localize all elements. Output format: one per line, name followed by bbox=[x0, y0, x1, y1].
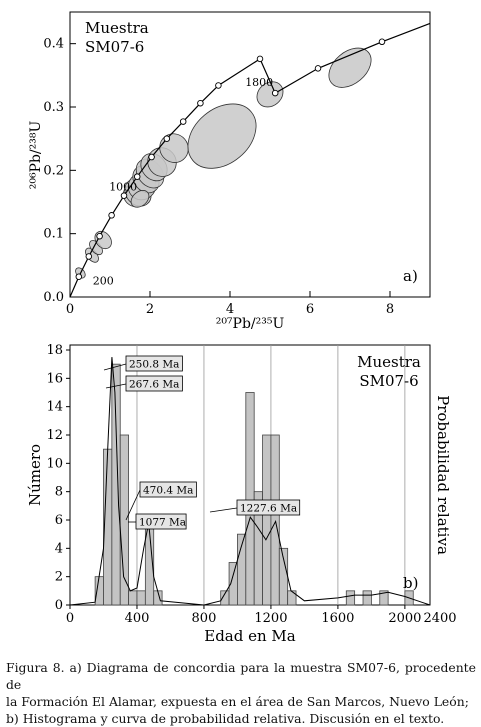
y-tick-label-b: 0 bbox=[55, 598, 63, 613]
y-tick-label-b: 12 bbox=[46, 428, 63, 443]
probability-curve bbox=[69, 357, 431, 606]
y-tick-label-b: 16 bbox=[46, 371, 63, 386]
peak-label-box bbox=[125, 355, 183, 372]
histogram-bar bbox=[362, 590, 372, 606]
y-tick-label-b: 14 bbox=[46, 400, 63, 415]
peak-pointer bbox=[103, 363, 127, 371]
caption-line-3: b) Histograma y curva de probabilidad re… bbox=[6, 711, 445, 726]
concordia-curve bbox=[69, 22, 431, 298]
histogram-bar bbox=[128, 590, 138, 606]
concordia-plot-frame bbox=[69, 11, 431, 298]
y-axis-label-a: ²⁰⁶Pb/²³⁸U bbox=[28, 121, 44, 190]
peak-pointer bbox=[209, 507, 238, 513]
concordia-age-marker bbox=[96, 232, 103, 240]
concordia-diagram: 0 2 4 6 8 0.0 0.1 0.2 0.3 0.4 200 1000 1800 Muestra… bbox=[28, 11, 431, 332]
histogram-bar bbox=[136, 590, 146, 606]
x-tick-label-b: 800 bbox=[192, 611, 217, 626]
histogram-bar bbox=[245, 392, 255, 606]
y-tick-label-b: 6 bbox=[55, 513, 63, 528]
x-axis-label-b: Edad en Ma bbox=[204, 627, 296, 645]
x-tick-label-a: 4 bbox=[226, 302, 234, 317]
x-tick-label-b: 2000 bbox=[388, 611, 421, 626]
concordia-age-marker bbox=[378, 38, 386, 46]
x-axis-label-a: ²⁰⁷Pb/²³⁵U bbox=[216, 316, 285, 332]
histogram-bar bbox=[270, 434, 280, 606]
y2-axis-label-b: Probabilidad relativa bbox=[434, 395, 452, 555]
histogram-bar bbox=[287, 590, 297, 606]
peak-label: 470.4 Ma bbox=[143, 485, 193, 497]
error-ellipse bbox=[256, 81, 284, 108]
panel-label-b: b) bbox=[403, 574, 418, 592]
concordia-age-label: 1000 bbox=[109, 181, 137, 194]
y-tick-label-a: 0.4 bbox=[43, 37, 64, 52]
sample-label-a-line1: Muestra bbox=[85, 19, 149, 37]
concordia-age-marker bbox=[85, 253, 93, 260]
x-tick-label-a: 8 bbox=[386, 302, 394, 317]
concordia-age-marker bbox=[133, 173, 141, 180]
peak-label: 267.6 Ma bbox=[129, 379, 179, 391]
peak-label: 250.8 Ma bbox=[129, 359, 179, 371]
peak-pointer bbox=[105, 383, 127, 389]
peak-label-box bbox=[139, 481, 197, 498]
histogram-bar bbox=[262, 434, 272, 606]
concordia-age-marker bbox=[75, 273, 83, 280]
y-tick-label-a: 0.2 bbox=[43, 163, 64, 178]
y-axis-label-b: Número bbox=[26, 444, 44, 506]
y-tick-label-b: 8 bbox=[55, 485, 63, 500]
histogram-bar bbox=[111, 363, 121, 606]
error-ellipse bbox=[187, 103, 257, 169]
peak-label-box bbox=[236, 499, 301, 516]
sample-label-a-line2: SM07-6 bbox=[85, 38, 144, 56]
histogram-bar bbox=[379, 590, 389, 606]
concordia-age-marker bbox=[108, 212, 115, 219]
y-tick-label-a: 0.1 bbox=[43, 227, 64, 242]
x-tick-label-a: 6 bbox=[306, 302, 314, 317]
y-tick-label-b: 2 bbox=[55, 570, 63, 585]
x-tick-label-a: 2 bbox=[146, 302, 154, 317]
x-tick-label-a: 0 bbox=[66, 302, 74, 317]
y-tick-label-b: 10 bbox=[46, 456, 63, 471]
caption-line-2: la Formación El Alamar, expuesta en el á… bbox=[6, 694, 469, 709]
x-tick-label-b: 0 bbox=[66, 611, 74, 626]
peak-label: 1227.6 Ma bbox=[240, 503, 297, 515]
x-tick-label-b: 2400 bbox=[423, 611, 456, 626]
x-tick-label-b: 1200 bbox=[254, 611, 287, 626]
y-tick-label-a: 0.3 bbox=[43, 100, 64, 115]
peak-label-box bbox=[135, 513, 187, 530]
peak-pointer bbox=[125, 489, 141, 521]
figure-caption: Figura 8. a) Diagrama de concordia para … bbox=[6, 659, 476, 727]
concordia-age-marker bbox=[120, 192, 128, 199]
concordia-age-marker bbox=[163, 135, 171, 142]
concordia-age-marker bbox=[197, 99, 204, 107]
concordia-age-marker bbox=[314, 65, 322, 72]
concordia-age-marker bbox=[179, 118, 187, 125]
concordia-age-marker bbox=[256, 55, 264, 63]
x-tick-label-b: 1600 bbox=[321, 611, 354, 626]
concordia-age-label: 200 bbox=[93, 275, 114, 288]
error-ellipse bbox=[130, 190, 150, 208]
error-ellipse bbox=[328, 47, 372, 88]
histogram-bar bbox=[345, 590, 356, 606]
histogram-bar bbox=[119, 434, 130, 606]
y-tick-label-b: 4 bbox=[55, 541, 63, 556]
y-tick-label-a: 0.0 bbox=[43, 290, 64, 305]
peak-label-box bbox=[125, 375, 183, 392]
x-tick-label-b: 400 bbox=[125, 611, 150, 626]
concordia-age-marker bbox=[271, 89, 279, 97]
age-histogram: 0 400 800 1200 1600 2000 2400 0 2 4 6 8 10 12 14 16 18 2… bbox=[26, 343, 457, 645]
peak-label: 1077 Ma bbox=[139, 517, 186, 529]
caption-line-1: Figura 8. a) Diagrama de concordia para … bbox=[6, 660, 476, 692]
sample-label-b-line1: Muestra bbox=[357, 353, 421, 371]
y-tick-label-b: 18 bbox=[46, 343, 63, 358]
concordia-age-marker bbox=[148, 153, 155, 161]
panel-label-a: a) bbox=[403, 267, 418, 285]
sample-label-b-line2: SM07-6 bbox=[359, 372, 418, 390]
concordia-age-label: 1800 bbox=[245, 76, 273, 89]
concordia-age-marker bbox=[215, 82, 222, 89]
